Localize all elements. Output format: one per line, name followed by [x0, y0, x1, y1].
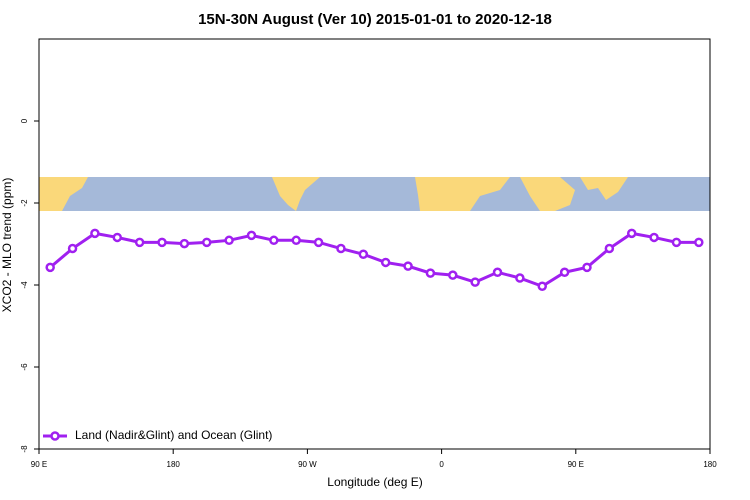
x-tick-label: 90 E — [568, 460, 584, 469]
map-strip — [39, 177, 710, 211]
x-tick-label: 180 — [703, 460, 717, 469]
x-axis-label: Longitude (deg E) — [327, 475, 422, 489]
data-point — [649, 232, 659, 243]
data-point — [671, 237, 682, 248]
data-point — [425, 268, 436, 278]
legend-label: Land (Nadir&Glint) and Ocean (Glint) — [75, 428, 272, 442]
y-tick-label: -8 — [20, 445, 29, 453]
legend-marker — [50, 431, 60, 441]
data-point — [179, 238, 190, 249]
data-point — [403, 261, 413, 271]
data-point — [448, 270, 458, 280]
x-tick-label: 90 W — [298, 460, 317, 469]
y-axis-label: XCO2 - MLO trend (ppm) — [0, 178, 14, 313]
data-point — [224, 235, 234, 246]
data-point — [134, 237, 145, 248]
data-point — [492, 267, 503, 278]
data-point — [67, 243, 78, 254]
y-tick-label: -2 — [20, 199, 29, 207]
series-line — [49, 231, 699, 288]
y-tick-label: -6 — [20, 363, 29, 371]
data-point — [90, 228, 100, 239]
x-tick-label: 180 — [167, 460, 181, 469]
data-point — [694, 237, 704, 248]
data-point — [582, 262, 592, 273]
plot-frame — [38, 38, 711, 450]
x-tick-label: 90 E — [31, 460, 47, 469]
y-tick-label: 0 — [20, 118, 29, 123]
data-point — [515, 273, 525, 283]
data-point — [269, 235, 279, 246]
data-point — [45, 262, 55, 273]
data-point — [470, 277, 480, 287]
data-point — [604, 243, 615, 254]
data-point — [202, 237, 212, 248]
data-point — [336, 243, 346, 254]
data-point — [626, 228, 637, 239]
y-tick-label: -4 — [20, 281, 29, 289]
data-point — [380, 257, 391, 268]
data-point — [291, 235, 301, 246]
data-point — [559, 267, 570, 278]
x-tick-label: 0 — [439, 460, 444, 469]
data-point — [313, 237, 324, 248]
data-point — [157, 237, 167, 248]
chart-title: 15N-30N August (Ver 10) 2015-01-01 to 20… — [198, 11, 552, 28]
data-point — [358, 249, 369, 259]
data-point — [537, 281, 547, 291]
data-point — [246, 230, 257, 241]
data-point — [112, 232, 123, 243]
